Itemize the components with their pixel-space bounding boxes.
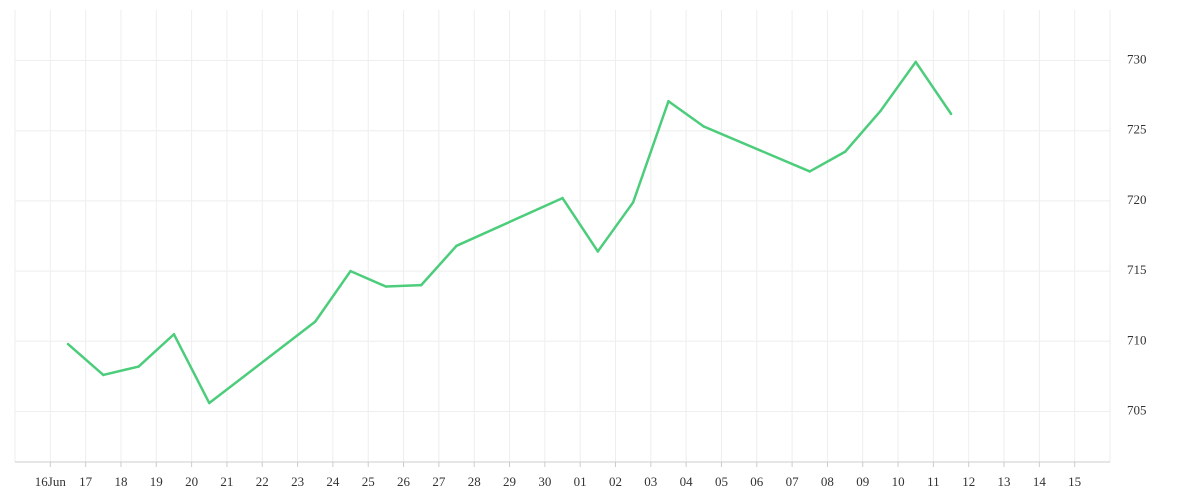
y-tick-label: 730 <box>1127 52 1147 67</box>
x-tick-label: 06 <box>750 474 764 489</box>
line-segment <box>208 320 317 405</box>
line-segment <box>596 201 635 253</box>
x-tick-label: 10 <box>892 474 905 489</box>
x-tick-label: 04 <box>680 474 694 489</box>
x-tick-label: 30 <box>538 474 551 489</box>
line-segment <box>667 99 706 128</box>
x-tick-label: 12 <box>962 474 975 489</box>
x-tick-label: 24 <box>326 474 340 489</box>
line-segment <box>631 99 670 204</box>
x-tick-label: 28 <box>468 474 481 489</box>
x-tick-label: 14 <box>1033 474 1047 489</box>
x-tick-label: 13 <box>998 474 1011 489</box>
line-segment <box>419 244 458 287</box>
x-tick-label: 27 <box>432 474 446 489</box>
x-tick-label: 21 <box>220 474 233 489</box>
x-tick-label: 19 <box>150 474 163 489</box>
x-tick-label: 05 <box>715 474 728 489</box>
line-segment <box>66 342 105 377</box>
x-tick-label: 02 <box>609 474 622 489</box>
y-tick-label: 705 <box>1127 402 1147 417</box>
line-segment <box>455 196 564 248</box>
y-tick-label: 710 <box>1127 332 1147 347</box>
x-tick-label: 26 <box>397 474 411 489</box>
x-tick-label: 18 <box>114 474 127 489</box>
x-tick-label: 20 <box>185 474 198 489</box>
x-tick-label: 23 <box>291 474 304 489</box>
y-tick-label: 720 <box>1127 192 1147 207</box>
x-tick-label: 17 <box>79 474 93 489</box>
line-segment <box>914 60 953 116</box>
x-tick-label: 03 <box>644 474 657 489</box>
line-segment <box>349 269 388 288</box>
x-tick-label: 25 <box>362 474 375 489</box>
line-segment <box>137 333 176 368</box>
x-tick-label: 07 <box>786 474 800 489</box>
line-segment <box>384 283 423 288</box>
line-segment <box>843 109 882 154</box>
x-tick-label: 01 <box>574 474 587 489</box>
line-segment <box>879 60 917 113</box>
line-segment <box>808 150 847 173</box>
line-segment <box>561 196 600 253</box>
y-tick-label: 725 <box>1127 122 1147 137</box>
x-tick-label: 11 <box>927 474 940 489</box>
x-tick-label: 16Jun <box>35 474 67 489</box>
x-tick-label: 09 <box>856 474 869 489</box>
x-tick-label: 29 <box>503 474 516 489</box>
x-tick-label: 08 <box>821 474 834 489</box>
x-tick-label: 15 <box>1068 474 1081 489</box>
line-segment <box>172 333 211 405</box>
x-tick-label: 22 <box>256 474 269 489</box>
line-segment <box>702 125 812 173</box>
line-segment <box>313 269 352 323</box>
line-segment <box>102 365 140 377</box>
y-tick-label: 715 <box>1127 262 1147 277</box>
